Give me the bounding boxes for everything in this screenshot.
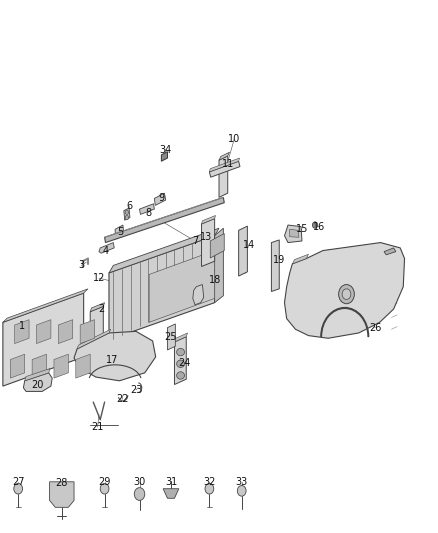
Ellipse shape — [177, 360, 184, 368]
Text: 32: 32 — [203, 477, 215, 487]
Text: 11: 11 — [222, 159, 234, 169]
Circle shape — [237, 486, 246, 496]
Polygon shape — [109, 236, 215, 340]
Polygon shape — [163, 489, 179, 498]
Text: 23: 23 — [130, 385, 142, 395]
Polygon shape — [3, 289, 88, 322]
Polygon shape — [140, 204, 154, 214]
Polygon shape — [124, 208, 130, 220]
Text: 4: 4 — [102, 246, 109, 255]
Circle shape — [125, 215, 129, 220]
Polygon shape — [58, 320, 73, 344]
Polygon shape — [32, 354, 46, 378]
Polygon shape — [154, 193, 166, 205]
Polygon shape — [109, 228, 219, 273]
Text: 26: 26 — [369, 322, 381, 333]
Polygon shape — [215, 228, 223, 303]
Polygon shape — [49, 482, 74, 507]
Polygon shape — [285, 243, 405, 338]
Circle shape — [312, 222, 318, 228]
Polygon shape — [74, 332, 155, 381]
Text: 15: 15 — [296, 224, 308, 235]
Text: 29: 29 — [99, 477, 111, 487]
Polygon shape — [90, 306, 103, 362]
Text: 19: 19 — [273, 255, 286, 265]
Polygon shape — [161, 152, 167, 161]
Text: 28: 28 — [56, 479, 68, 488]
Polygon shape — [174, 333, 187, 342]
Polygon shape — [219, 152, 230, 160]
Polygon shape — [25, 368, 50, 381]
Text: 22: 22 — [116, 394, 128, 405]
Text: 10: 10 — [228, 134, 240, 144]
Text: 27: 27 — [12, 477, 25, 487]
Circle shape — [205, 483, 214, 494]
Text: 31: 31 — [165, 477, 177, 487]
Text: 21: 21 — [92, 422, 104, 432]
Polygon shape — [201, 219, 215, 266]
Text: 9: 9 — [158, 193, 164, 204]
Circle shape — [134, 488, 145, 500]
Text: 16: 16 — [313, 222, 325, 232]
Text: 33: 33 — [236, 477, 248, 487]
Text: 34: 34 — [159, 144, 172, 155]
Text: 2: 2 — [98, 304, 104, 314]
Polygon shape — [290, 229, 299, 237]
Text: 25: 25 — [164, 332, 177, 342]
Polygon shape — [80, 320, 95, 344]
Polygon shape — [174, 337, 186, 384]
Polygon shape — [11, 354, 25, 378]
Polygon shape — [99, 243, 114, 253]
Circle shape — [14, 483, 22, 494]
Text: 13: 13 — [200, 232, 212, 243]
Polygon shape — [285, 225, 302, 243]
Text: 1: 1 — [18, 321, 25, 331]
Text: 5: 5 — [118, 227, 124, 237]
Text: 24: 24 — [178, 358, 190, 368]
Polygon shape — [239, 226, 247, 276]
Ellipse shape — [177, 349, 184, 356]
Polygon shape — [209, 161, 240, 177]
Polygon shape — [14, 320, 29, 344]
Polygon shape — [23, 373, 52, 391]
Polygon shape — [90, 303, 105, 312]
Text: 14: 14 — [244, 240, 256, 250]
Circle shape — [342, 289, 351, 300]
Text: 30: 30 — [134, 477, 146, 487]
Polygon shape — [209, 158, 240, 172]
Polygon shape — [193, 285, 204, 305]
Polygon shape — [149, 251, 215, 322]
Text: 18: 18 — [208, 275, 221, 285]
Polygon shape — [201, 215, 215, 224]
Polygon shape — [219, 156, 228, 197]
Ellipse shape — [177, 372, 184, 379]
Polygon shape — [105, 197, 224, 243]
Circle shape — [100, 483, 109, 494]
Polygon shape — [167, 324, 175, 350]
Polygon shape — [272, 240, 279, 292]
Polygon shape — [77, 329, 111, 349]
Text: 6: 6 — [127, 201, 133, 212]
Polygon shape — [210, 233, 224, 258]
Circle shape — [125, 210, 129, 214]
Text: 12: 12 — [93, 273, 105, 283]
Polygon shape — [384, 248, 396, 255]
Text: 20: 20 — [32, 379, 44, 390]
Text: 3: 3 — [78, 261, 85, 270]
Polygon shape — [292, 254, 308, 264]
Polygon shape — [3, 293, 84, 386]
Text: 17: 17 — [106, 354, 118, 365]
Polygon shape — [36, 320, 51, 344]
Polygon shape — [76, 354, 90, 378]
Text: 8: 8 — [145, 208, 152, 218]
Polygon shape — [115, 225, 124, 239]
Text: 7: 7 — [192, 236, 198, 246]
Polygon shape — [54, 354, 68, 378]
Circle shape — [339, 285, 354, 304]
